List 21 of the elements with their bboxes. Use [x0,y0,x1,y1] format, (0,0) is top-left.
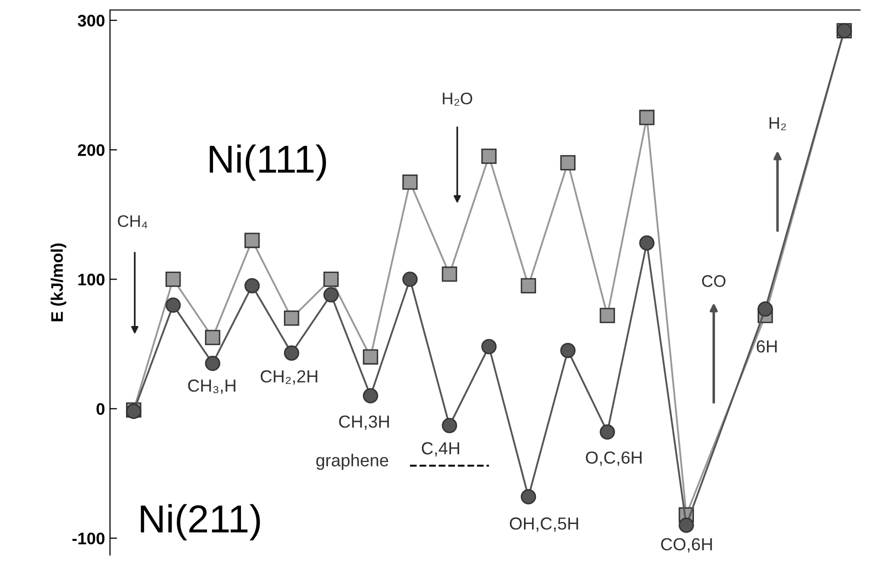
annotation: CH,3H [339,415,389,430]
annotation: CH₂,2H [260,370,318,385]
annotation: CO [702,275,726,287]
y-axis-title: E (kJ/mol) [50,244,66,322]
annotation: CH₄ [118,215,148,228]
annotation: 6H [756,340,777,353]
annotation: O,C,6H [586,451,642,466]
series-label: Ni(111) [210,144,326,181]
annotation: OH,C,5H [510,517,578,532]
y-tick-label: -100 [72,532,104,544]
y-tick-label: 300 [78,14,104,27]
y-tick-label: 0 [96,403,104,415]
annotation: C,4H [422,442,460,457]
y-tick-label: 200 [78,144,104,156]
annotation: H₂O [442,92,472,106]
annotation: graphene [316,454,388,470]
y-tick-label: 100 [78,274,104,286]
annotation: CO,6H [661,538,712,552]
text: Ni(211) [140,504,260,540]
annotation: H₂ [770,117,786,130]
annotation: CH₃,H [188,380,236,394]
